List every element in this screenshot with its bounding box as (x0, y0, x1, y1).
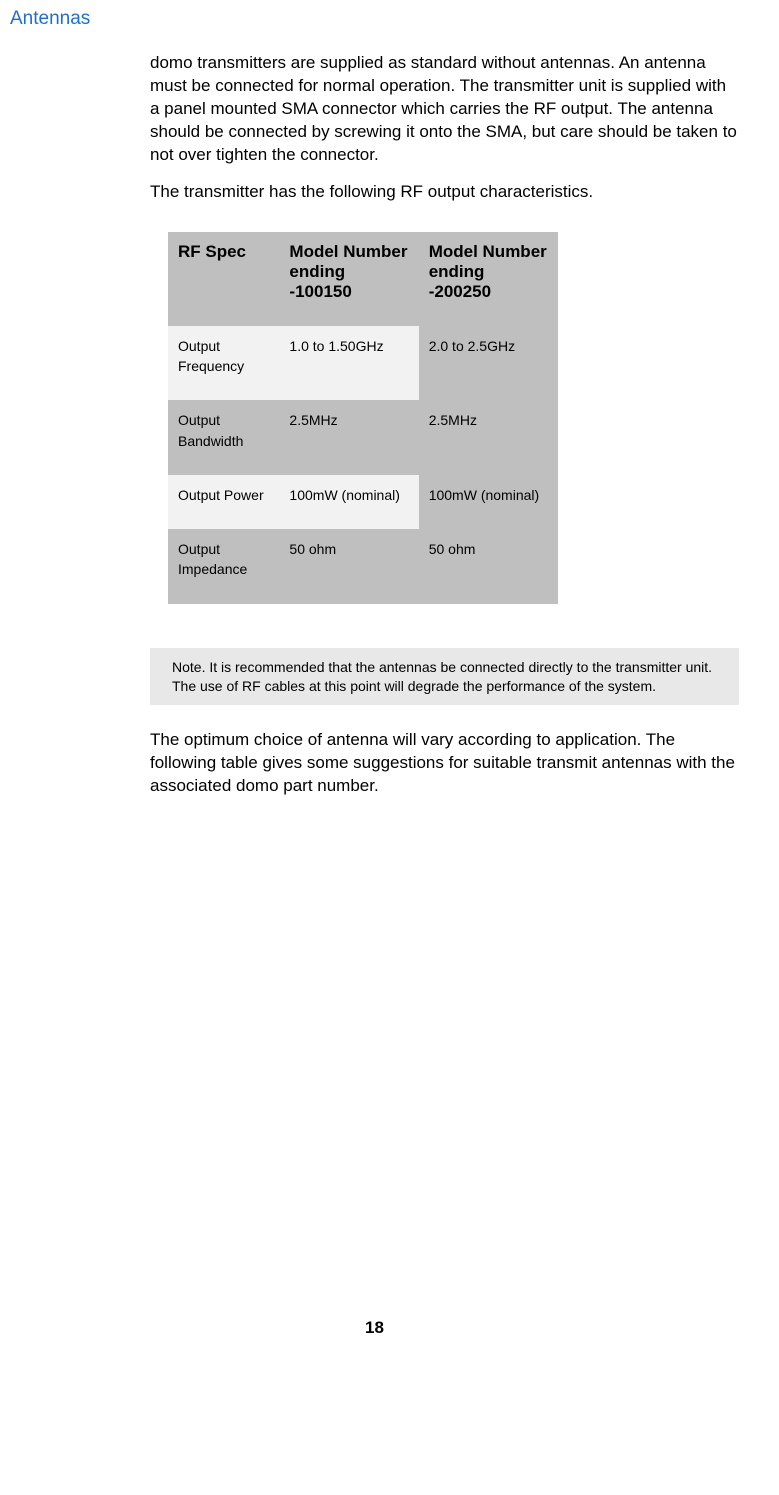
cell-m1: 1.0 to 1.50GHz (279, 326, 418, 401)
cell-spec: Output Frequency (168, 326, 279, 401)
cell-m1: 2.5MHz (279, 400, 418, 475)
cell-spec: Output Power (168, 475, 279, 529)
cell-m2: 2.0 to 2.5GHz (419, 326, 558, 401)
page-number: 18 (10, 1318, 739, 1338)
note-text: Note. It is recommended that the antenna… (172, 659, 712, 694)
th-model-2: Model Number ending -200250 (419, 232, 558, 326)
table-row: Output Bandwidth 2.5MHz 2.5MHz (168, 400, 558, 475)
rf-spec-table: RF Spec Model Number ending -100150 Mode… (168, 232, 558, 604)
cell-m2: 100mW (nominal) (419, 475, 558, 529)
intro-text-block: domo transmitters are supplied as standa… (150, 52, 739, 204)
table-row: Output Impedance 50 ohm 50 ohm (168, 529, 558, 604)
cell-m1: 100mW (nominal) (279, 475, 418, 529)
th-rf-spec: RF Spec (168, 232, 279, 326)
cell-m1: 50 ohm (279, 529, 418, 604)
cell-m2: 2.5MHz (419, 400, 558, 475)
paragraph-1: domo transmitters are supplied as standa… (150, 52, 739, 167)
cell-m2: 50 ohm (419, 529, 558, 604)
table-row: Output Frequency 1.0 to 1.50GHz 2.0 to 2… (168, 326, 558, 401)
closing-text-block: The optimum choice of antenna will vary … (150, 729, 739, 798)
th-model-1: Model Number ending -100150 (279, 232, 418, 326)
note-box: Note. It is recommended that the antenna… (150, 648, 739, 706)
paragraph-2: The transmitter has the following RF out… (150, 181, 739, 204)
cell-spec: Output Bandwidth (168, 400, 279, 475)
table-row: Output Power 100mW (nominal) 100mW (nomi… (168, 475, 558, 529)
section-heading: Antennas (10, 8, 739, 30)
table-header-row: RF Spec Model Number ending -100150 Mode… (168, 232, 558, 326)
cell-spec: Output Impedance (168, 529, 279, 604)
paragraph-3: The optimum choice of antenna will vary … (150, 729, 739, 798)
